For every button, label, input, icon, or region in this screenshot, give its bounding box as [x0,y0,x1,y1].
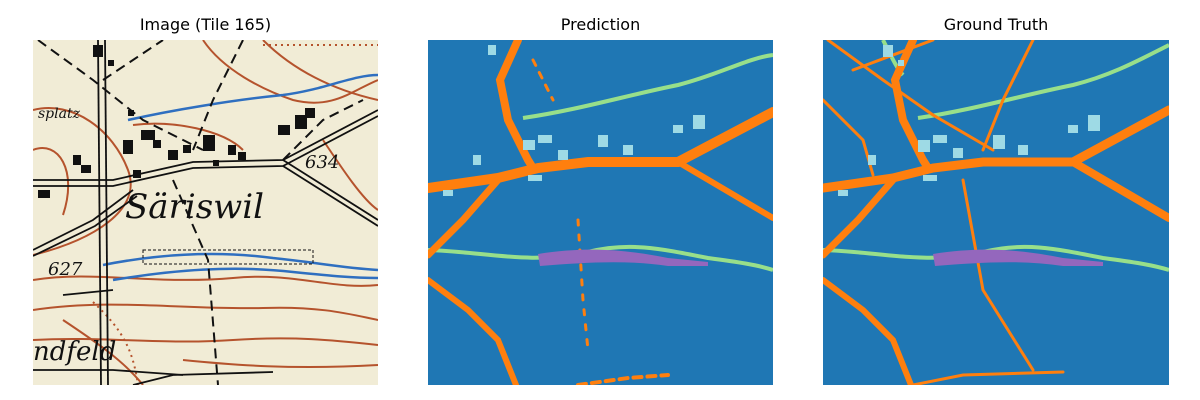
map-paper [33,40,378,385]
roads [33,40,378,385]
prediction-roads [428,40,773,385]
ground-truth-svg [823,40,1169,385]
prediction-svg [428,40,773,385]
ground-truth-panel-title: Ground Truth [943,15,1049,34]
boundary-dotted [92,44,378,385]
buildings [38,45,315,198]
contour-lines [33,40,378,385]
ground-truth-background [823,40,1169,385]
prediction-tile [428,40,773,385]
ground-truth-buildings [838,45,1100,196]
image-panel-title: Image (Tile 165) [139,15,272,34]
ground-truth-wetland [933,249,1103,266]
prediction-streams [428,53,773,272]
map-image-tile: splatz Säriswil 634 627 ndfeld [33,40,378,385]
water-lines [102,73,378,282]
prediction-background [428,40,773,385]
map-label-area-top: splatz [38,106,81,122]
map-image-svg: splatz Säriswil 634 627 ndfeld [33,40,378,385]
prediction-panel-title: Prediction [560,15,641,34]
map-label-elevation-634: 634 [305,152,339,173]
ground-truth-tile [823,40,1169,385]
map-label-place: Säriswil [125,187,264,227]
marsh-strip [142,249,314,265]
prediction-wetland [538,249,708,266]
footpaths [37,40,364,385]
map-label-elevation-627: 627 [48,259,83,280]
map-label-field: ndfeld [33,337,116,367]
prediction-buildings [443,45,705,196]
